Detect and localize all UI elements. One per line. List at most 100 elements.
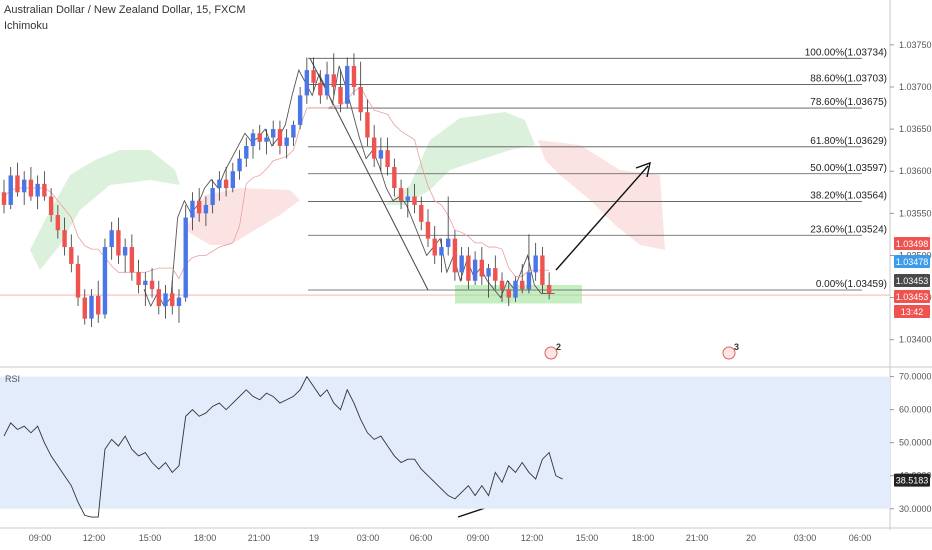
fib-level-label: 23.60%(1.03524) [810,224,887,235]
time-tick-label: 21:00 [686,533,709,543]
rsi-tick-label: 60.0000 [899,405,932,415]
candle-body [48,196,54,216]
price-badge [894,274,930,287]
price-badge [894,255,930,268]
rsi-current-badge [894,473,930,487]
time-tick-label: 09:00 [29,533,52,543]
time-tick-label: 20 [746,533,756,543]
bull-cloud [30,150,180,270]
candle-body [129,247,135,273]
candle-body [324,74,330,96]
indicator-label: Ichimoku [4,20,49,32]
price-badge [894,305,930,318]
candle-body [69,247,74,264]
candle-body [15,175,20,193]
candle-body [311,70,316,83]
candle-body [102,247,108,315]
price-badge-label: 13:42 [901,307,924,317]
fib-level-label: 38.20%(1.03564) [810,191,887,202]
candle-body [230,171,236,189]
rsi-line [3,375,563,518]
candle-body [136,272,141,285]
price-tick-label: 1.03750 [899,40,932,50]
candle-body [405,196,410,201]
candle-body [196,200,202,214]
candle-body [499,280,505,290]
candle-body [284,137,289,146]
time-tick-label: 15:00 [139,533,162,543]
rsi-tick-label: 70.0000 [899,372,932,382]
event-marker-icon [544,346,558,360]
time-tick-label: 06:00 [410,533,433,543]
time-tick-label: 21:00 [248,533,271,543]
candle-body [526,272,532,290]
candle-body [62,230,67,248]
up-arrow-head [635,161,651,178]
base-line [3,86,550,280]
candle-body [55,215,61,231]
candle-body [479,259,485,277]
candle-body [345,65,350,104]
price-badge [894,290,930,303]
candle-body [378,150,384,159]
candle-body [176,297,182,307]
candle-body [445,238,451,248]
candle-body [96,295,101,315]
rsi-tick-label: 30.0000 [899,504,932,514]
time-tick-label: 03:00 [357,533,380,543]
candle-body [122,247,128,256]
candle-body [75,263,81,298]
candle-body [338,86,343,104]
candle-body [28,179,34,197]
time-tick-label: 19 [309,533,319,543]
support-zone [455,284,582,304]
candle-body [257,133,262,142]
rsi-band [0,376,890,509]
candle-body [419,204,424,222]
candle-body [439,247,444,256]
candle-body [21,179,27,193]
candle-body [546,284,552,294]
price-tick-label: 1.03550 [899,208,932,218]
candle-body [143,280,148,285]
bear-cloud [538,140,665,250]
candle-body [203,204,209,214]
candle-body [156,289,161,307]
candle-body [237,158,242,172]
candle-body [264,137,269,142]
candle-body [82,297,87,319]
candle-body [392,167,397,189]
rsi-tick-label: 50.0000 [899,438,932,448]
candle-body [163,293,168,307]
candle-body [318,82,323,96]
candle-body [183,217,188,298]
candle-body [244,145,249,159]
price-tick-label: 1.03400 [899,335,932,345]
time-tick-label: 18:00 [632,533,655,543]
price-tick-label: 1.03700 [899,82,932,92]
up-arrow-shaft [555,165,649,271]
candle-body [452,238,458,273]
time-tick-label: 06:00 [849,533,872,543]
bull-cloud [385,112,535,205]
price-tick-label: 1.03600 [899,166,932,176]
candlesticks [1,53,552,328]
price-badge [894,237,930,250]
candle-body [8,175,13,205]
candle-body [277,129,283,146]
candle-body [351,65,357,87]
candle-body [217,179,222,189]
candle-body [371,137,377,159]
fib-level-label: 78.60%(1.03675) [810,97,887,108]
event-marker-icon [722,346,736,360]
candle-body [170,293,175,307]
bear-cloud [185,188,300,245]
fib-level-label: 0.00%(1.03459) [816,279,887,290]
candle-body [432,238,437,256]
support-box [455,284,582,304]
price-badge-label: 1.03453 [896,276,929,286]
price-badge-label: 1.03478 [896,257,929,267]
rsi-current-label: 38.5183 [896,476,929,486]
